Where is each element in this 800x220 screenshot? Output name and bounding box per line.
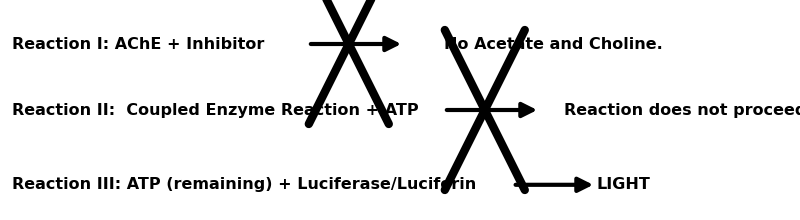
Text: No Acetate and Choline.: No Acetate and Choline.	[444, 37, 662, 51]
Text: Reaction II:  Coupled Enzyme Reaction + ATP: Reaction II: Coupled Enzyme Reaction + A…	[12, 103, 418, 117]
Text: Reaction I: AChE + Inhibitor: Reaction I: AChE + Inhibitor	[12, 37, 264, 51]
Text: Reaction III: ATP (remaining) + Luciferase/Luciferin: Reaction III: ATP (remaining) + Lucifera…	[12, 177, 476, 192]
Text: LIGHT: LIGHT	[596, 177, 650, 192]
Text: Reaction does not proceed: Reaction does not proceed	[564, 103, 800, 117]
